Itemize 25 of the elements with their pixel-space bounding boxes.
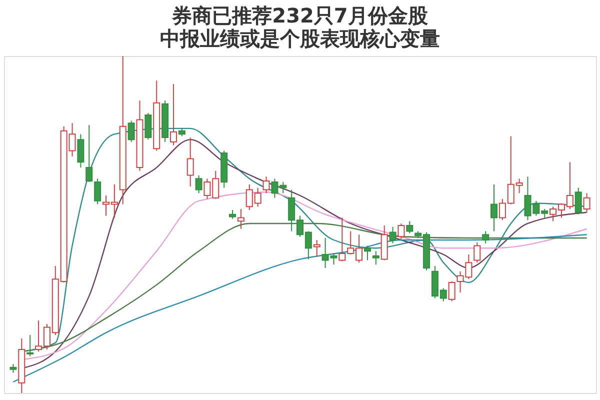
candlestick bbox=[398, 222, 405, 240]
candlestick bbox=[574, 187, 582, 215]
candlestick bbox=[406, 220, 414, 234]
candlestick bbox=[237, 208, 244, 230]
chart-subtitle: 中报业绩或是个股表现核心变量 bbox=[160, 26, 440, 50]
candlestick bbox=[474, 242, 481, 264]
candlestick bbox=[490, 184, 498, 232]
candlestick bbox=[170, 83, 177, 146]
candlestick bbox=[448, 280, 456, 302]
candlestick bbox=[144, 112, 152, 140]
candlestick bbox=[364, 245, 371, 261]
candlestick bbox=[94, 178, 102, 205]
candlestick bbox=[372, 250, 380, 266]
candlestick bbox=[389, 226, 396, 244]
candlestick bbox=[128, 120, 135, 142]
candlestick bbox=[262, 176, 270, 194]
candlestick bbox=[583, 192, 590, 213]
candlestick bbox=[195, 174, 202, 194]
candlestick bbox=[26, 334, 34, 357]
candlestick bbox=[77, 134, 84, 168]
candlestick bbox=[482, 230, 490, 244]
candlestick bbox=[86, 124, 93, 183]
candlestick bbox=[313, 240, 320, 258]
candlestick bbox=[186, 137, 194, 187]
chart-title: 券商已推荐232只7月份金股 bbox=[171, 4, 429, 28]
